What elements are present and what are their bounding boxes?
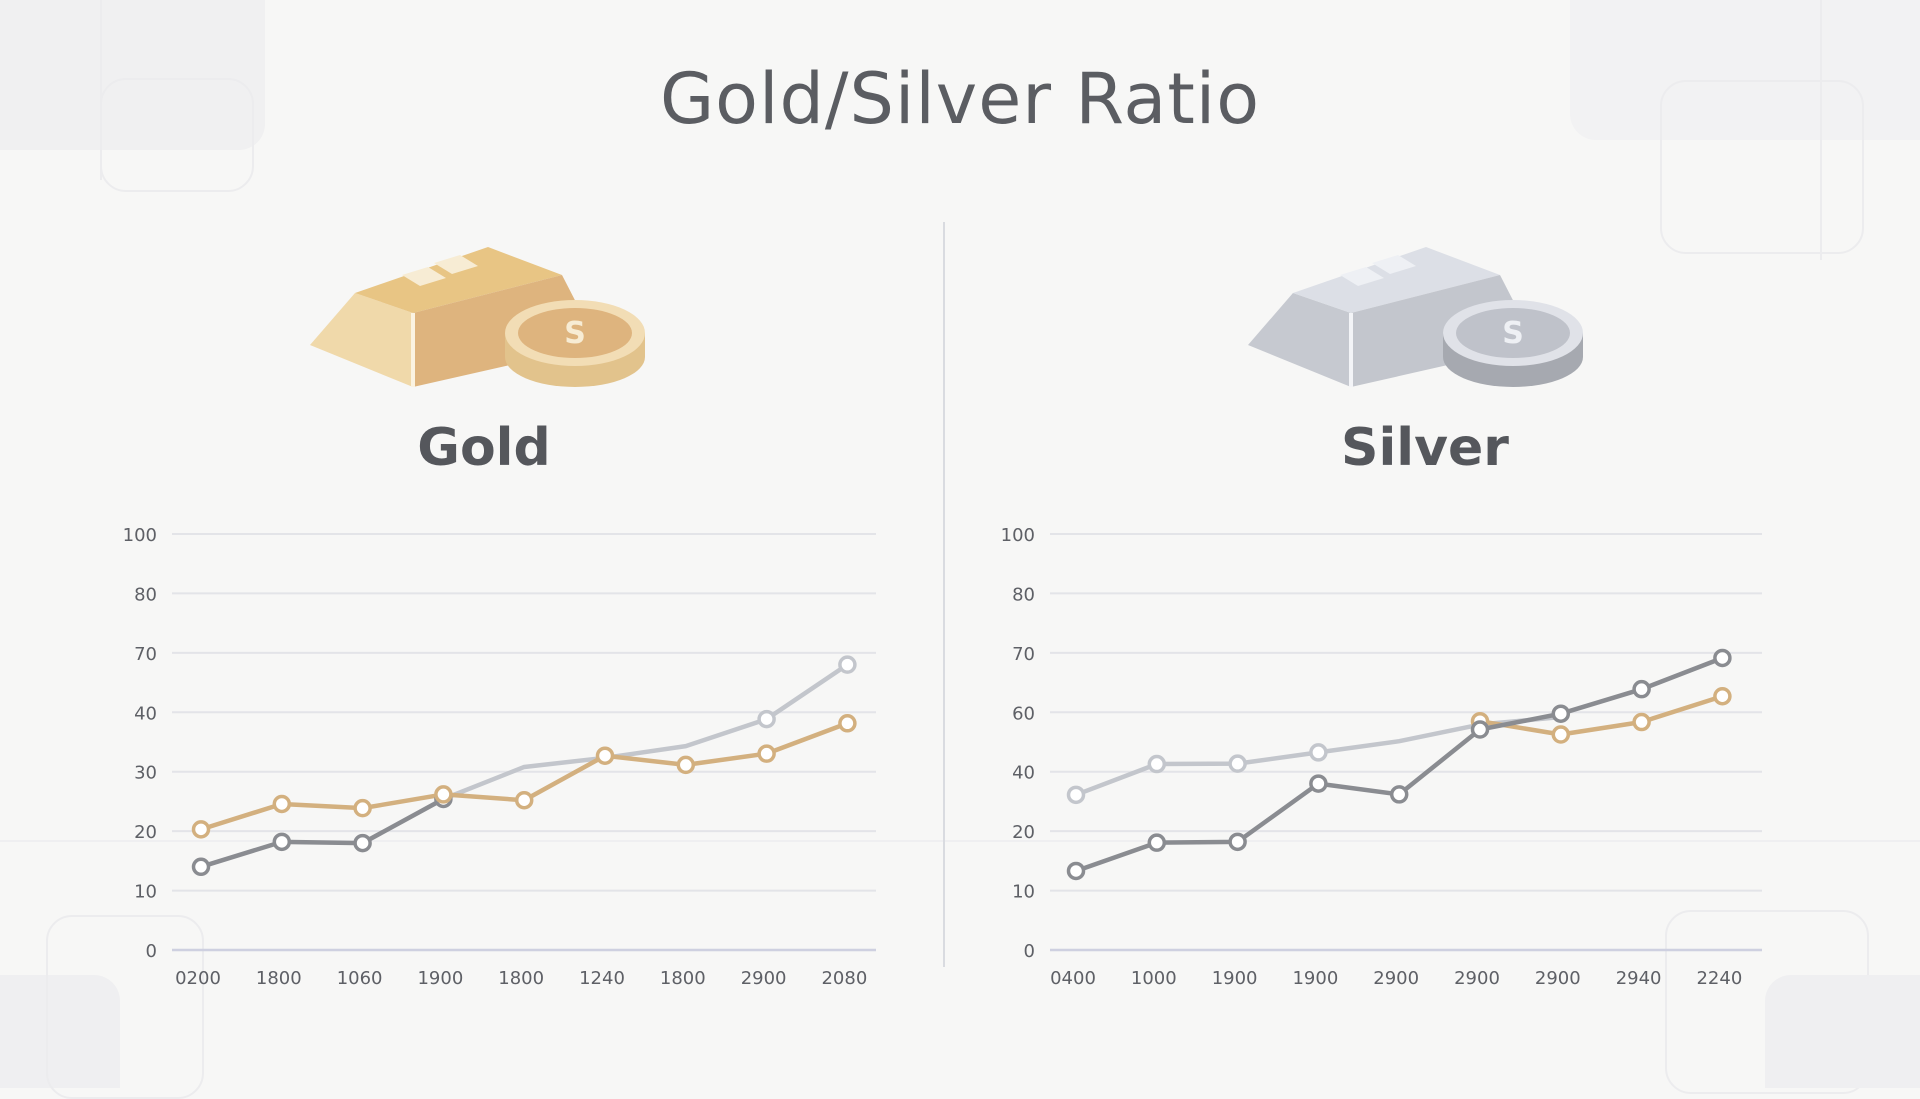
silver-y-tick-label: 40 <box>1012 763 1035 784</box>
silver-y-tick-label: 60 <box>1012 703 1035 724</box>
gold-x-tick-label: 2900 <box>741 968 787 989</box>
gold-x-tick-label: 1060 <box>337 968 383 989</box>
silver-data-point <box>1228 754 1247 773</box>
silver-x-tick-label: 2900 <box>1535 968 1581 989</box>
gold-y-tick-label: 20 <box>134 822 157 843</box>
gold-x-tick-label: 2080 <box>821 968 867 989</box>
gold-data-point <box>757 744 776 763</box>
gold-y-tick-label: 0 <box>146 941 157 962</box>
silver-y-tick-label: 20 <box>1012 822 1035 843</box>
gold-data-point <box>514 790 534 810</box>
silver-data-point <box>1632 712 1651 732</box>
silver-data-point <box>1228 832 1247 852</box>
silver-x-tick-label: 1900 <box>1292 968 1338 989</box>
gold-label: Gold <box>417 418 551 478</box>
gold-data-point <box>838 714 857 733</box>
gold-x-tick-label: 1900 <box>417 968 463 989</box>
silver-data-point <box>1551 704 1571 723</box>
gold-x-tick-label: 1800 <box>660 968 706 989</box>
gold-x-tick-label: 1240 <box>579 968 625 989</box>
silver-x-tick-label: 1900 <box>1212 968 1258 989</box>
silver-data-point <box>1389 785 1409 804</box>
silver-data-point <box>1066 785 1086 805</box>
silver-data-point <box>1309 743 1328 762</box>
gold-y-tick-label: 70 <box>134 644 157 665</box>
silver-x-tick-label: 0400 <box>1050 968 1096 989</box>
gold-bar-coin-icon: S <box>310 247 645 387</box>
silver-y-tick-label: 70 <box>1012 644 1035 665</box>
gold-x-tick-label: 1800 <box>256 968 302 989</box>
panel-divider <box>943 222 945 967</box>
silver-data-point <box>1632 679 1651 699</box>
silver-series-line-gold <box>1477 693 1725 737</box>
gold-data-point <box>191 857 211 877</box>
silver-x-tick-label: 1000 <box>1131 968 1177 989</box>
gold-x-tick-label: 0200 <box>175 968 221 989</box>
gold-data-point <box>595 746 615 765</box>
silver-data-point <box>1309 774 1328 793</box>
silver-data-point <box>1470 720 1490 739</box>
silver-bar-coin-icon: S <box>1248 247 1583 387</box>
silver-data-point <box>1713 648 1732 668</box>
silver-data-point <box>1551 725 1571 744</box>
silver-data-point <box>1147 833 1167 852</box>
gold-x-tick-label: 1800 <box>498 968 544 989</box>
silver-y-tick-label: 80 <box>1012 584 1035 605</box>
gold-data-point <box>191 820 211 839</box>
svg-text:S: S <box>1502 316 1524 351</box>
silver-data-point <box>1713 686 1732 706</box>
gold-y-tick-label: 40 <box>134 703 157 724</box>
silver-x-tick-label: 2240 <box>1696 968 1742 989</box>
silver-y-tick-label: 10 <box>1012 882 1035 903</box>
gold-data-point <box>757 709 776 729</box>
silver-label: Silver <box>1341 418 1509 478</box>
svg-text:S: S <box>564 316 586 351</box>
gold-y-tick-label: 80 <box>134 584 157 605</box>
gold-y-tick-label: 100 <box>123 525 157 546</box>
gold-y-tick-label: 10 <box>134 882 157 903</box>
gold-series-line-light_gray <box>441 662 850 802</box>
gold-series-line-gray <box>198 796 446 870</box>
silver-x-tick-label: 2900 <box>1373 968 1419 989</box>
gold-data-point <box>838 655 857 674</box>
gold-data-point <box>434 785 453 804</box>
gold-y-tick-label: 30 <box>134 763 157 784</box>
silver-x-tick-label: 2940 <box>1616 968 1662 989</box>
silver-y-tick-label: 100 <box>1001 525 1035 546</box>
silver-x-tick-label: 2900 <box>1454 968 1500 989</box>
gold-data-point <box>676 755 696 775</box>
gold-data-point <box>272 832 292 852</box>
silver-y-tick-label: 0 <box>1024 941 1035 962</box>
gold-data-point <box>272 794 292 814</box>
gold-data-point <box>353 833 372 853</box>
silver-data-point <box>1066 861 1086 881</box>
page-title: Gold/Silver Ratio <box>659 58 1261 140</box>
gold-data-point <box>353 798 372 818</box>
silver-data-point <box>1147 754 1167 774</box>
